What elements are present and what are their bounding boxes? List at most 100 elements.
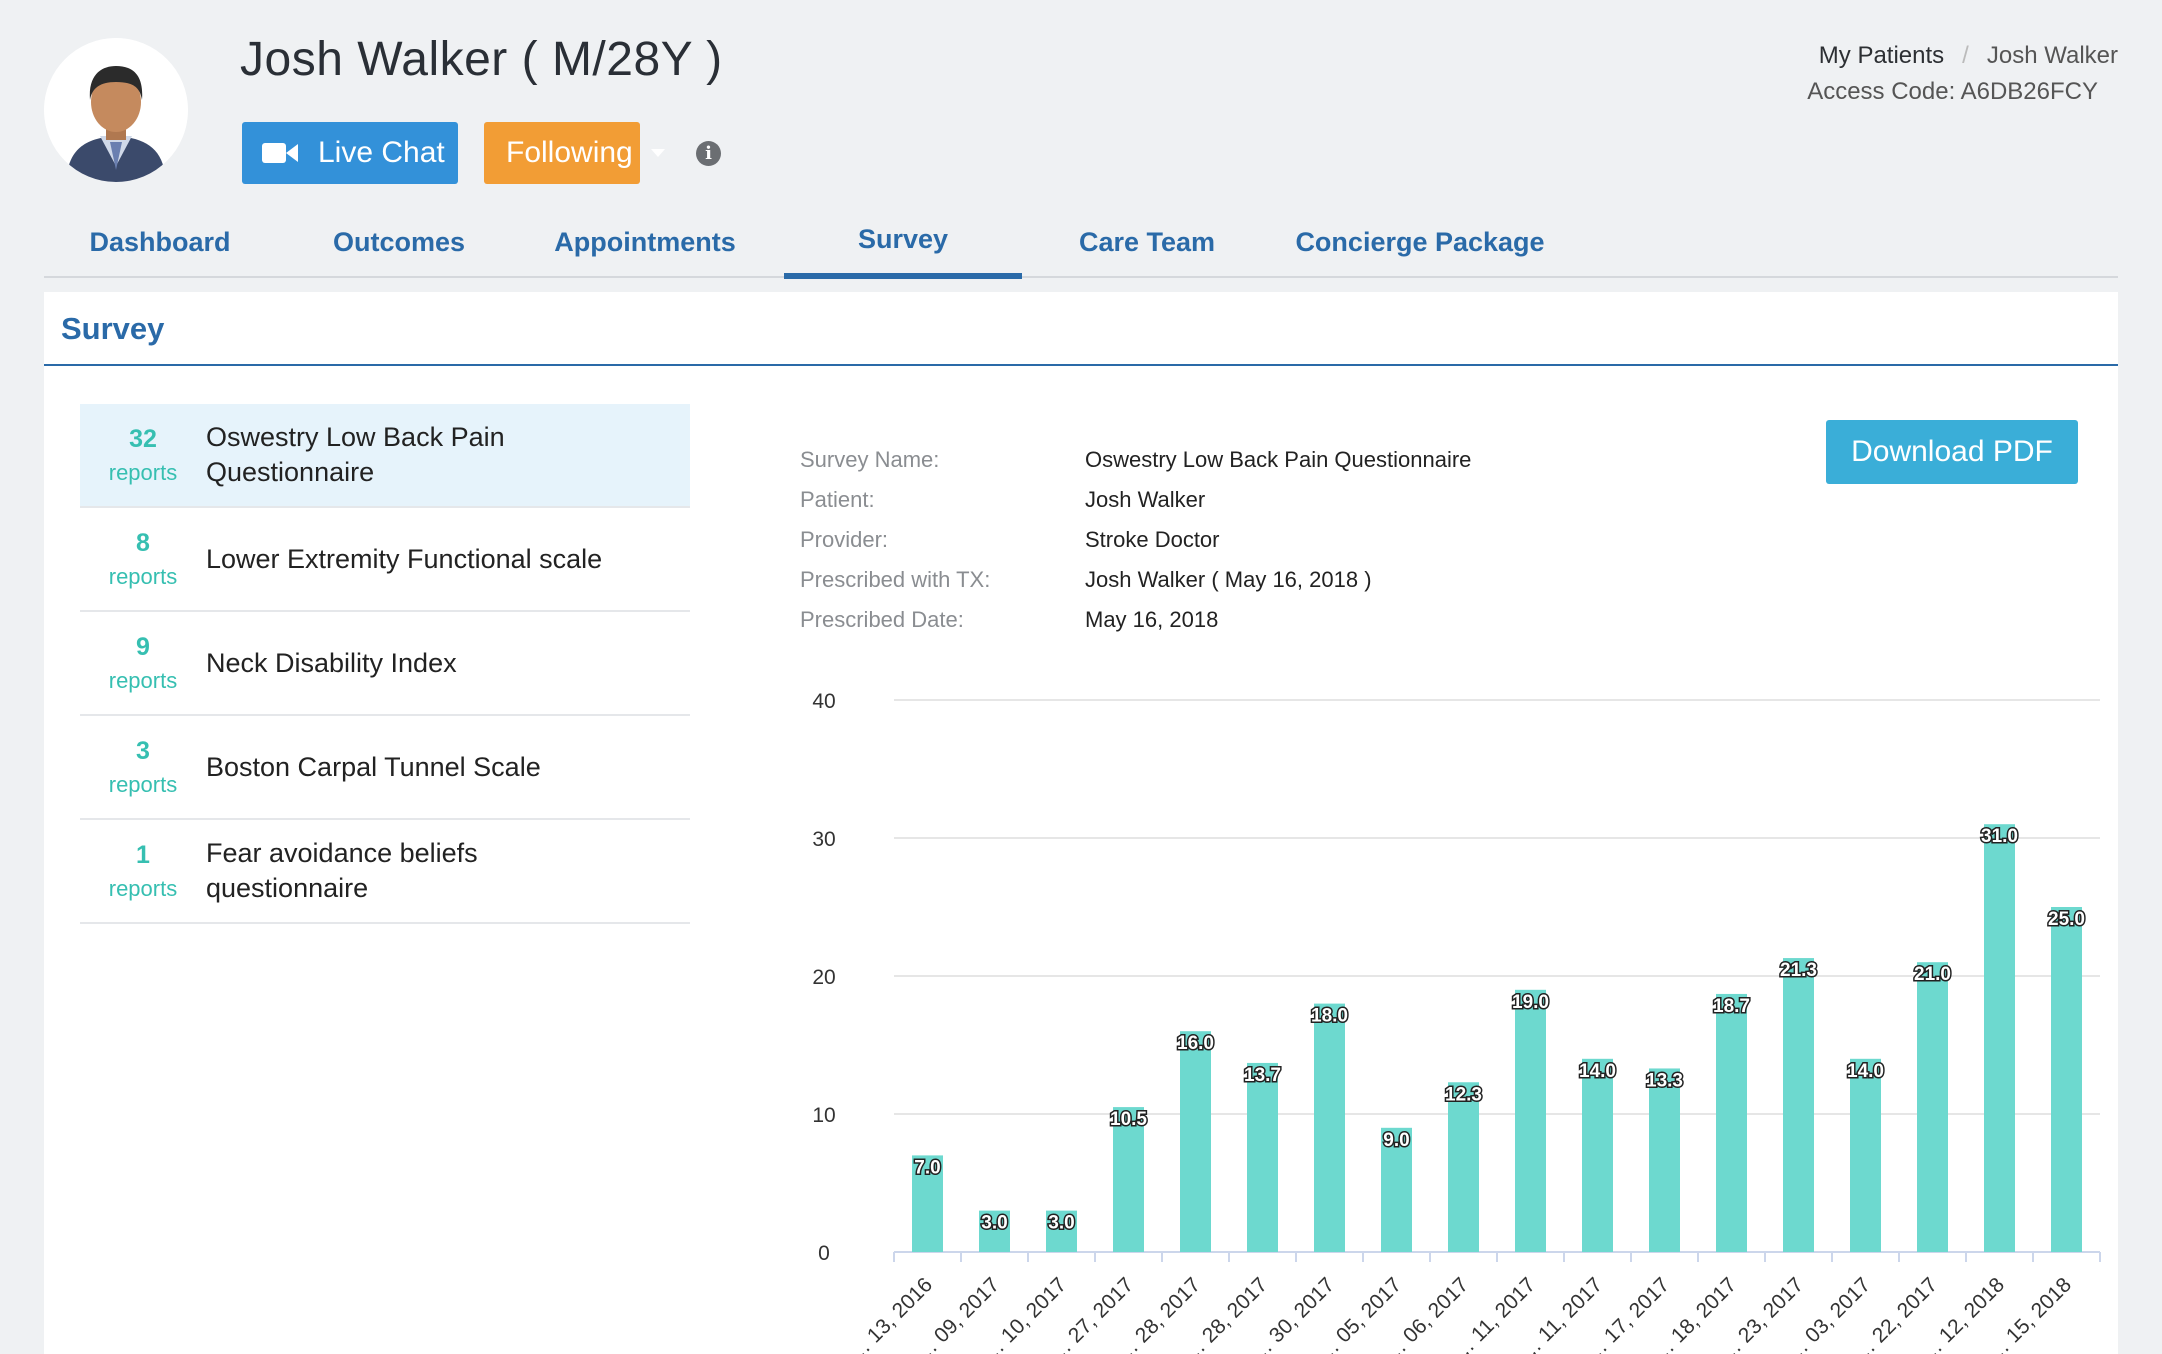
survey-panel: Survey 32 reports Oswestry Low Back Pain… <box>44 292 2118 1354</box>
survey-name: Boston Carpal Tunnel Scale <box>206 751 541 782</box>
report-count: 3 reports <box>80 737 206 798</box>
report-count-number: 9 <box>136 632 150 661</box>
report-count: 1 reports <box>80 841 206 902</box>
survey-details: Survey Name: Oswestry Low Back Pain Quest… <box>800 440 1471 640</box>
report-count-number: 3 <box>136 736 150 765</box>
data-label: 12.3 <box>1445 1084 1482 1105</box>
prescribed-date-value: May 16, 2018 <box>1085 607 1219 632</box>
data-label: 7.0 <box>914 1157 940 1178</box>
y-tick-label: 40 <box>812 690 835 713</box>
tab-concierge-package[interactable]: Concierge Package <box>1295 226 1545 257</box>
bar <box>1515 989 1546 1252</box>
survey-name-value: Oswestry Low Back Pain Questionnaire <box>1085 447 1472 472</box>
prescribed-tx-label: Prescribed with TX: <box>800 567 991 592</box>
survey-list-item[interactable]: 9 reports Neck Disability Index <box>80 612 690 716</box>
info-icon[interactable]: i <box>696 141 721 166</box>
y-tick-label: 30 <box>812 828 835 851</box>
survey-name-label: Survey Name: <box>800 447 940 472</box>
user-avatar-icon <box>44 38 188 182</box>
data-label: 14.0 <box>1579 1061 1616 1082</box>
report-count: 9 reports <box>80 633 206 694</box>
breadcrumb-current: Josh Walker <box>1986 42 2118 69</box>
breadcrumb-separator: / <box>1962 42 1969 69</box>
survey-list-item[interactable]: 3 reports Boston Carpal Tunnel Scale <box>80 716 690 820</box>
video-camera-icon <box>262 143 298 163</box>
tab-dashboard[interactable]: Dashboard <box>89 226 231 257</box>
patient-label: Patient: <box>800 487 875 512</box>
bar <box>1247 1062 1278 1252</box>
data-label: 31.0 <box>1981 826 2018 847</box>
survey-list-item[interactable]: 32 reports Oswestry Low Back Pain Questi… <box>80 404 690 508</box>
bar <box>1649 1068 1680 1252</box>
survey-name: Neck Disability Index <box>206 647 457 678</box>
data-label: 21.0 <box>1914 964 1951 985</box>
data-label: 14.0 <box>1847 1061 1884 1082</box>
bar <box>1850 1058 1881 1252</box>
data-label: 19.0 <box>1512 992 1549 1013</box>
tab-survey[interactable]: Survey <box>784 206 1022 279</box>
y-tick-label: 20 <box>812 966 835 989</box>
caret-down-icon <box>650 149 665 157</box>
report-count-label: reports <box>108 667 178 693</box>
tab-appointments[interactable]: Appointments <box>554 226 736 257</box>
data-label: 18.0 <box>1311 1006 1348 1027</box>
report-count-number: 8 <box>136 528 150 557</box>
tab-bar: Dashboard Outcomes Appointments Survey C… <box>44 206 2118 279</box>
data-label: 25.0 <box>2048 909 2085 930</box>
report-count-number: 32 <box>129 424 157 453</box>
report-count-label: reports <box>108 459 178 485</box>
following-label: Following <box>506 136 633 169</box>
breadcrumb: My Patients / Josh Walker <box>1819 42 2118 70</box>
data-label: 9.0 <box>1383 1130 1409 1151</box>
tab-care-team[interactable]: Care Team <box>1078 226 1216 257</box>
prescribed-tx-value: Josh Walker ( May 16, 2018 ) <box>1085 567 1372 592</box>
patient-value: Josh Walker <box>1085 487 1206 512</box>
y-tick-label: 10 <box>812 1104 835 1127</box>
bar <box>1448 1082 1479 1252</box>
download-pdf-button[interactable]: Download PDF <box>1826 420 2078 484</box>
report-count-label: reports <box>108 771 178 797</box>
tab-outcomes[interactable]: Outcomes <box>332 226 466 257</box>
bar <box>979 1210 1010 1252</box>
bar <box>1180 1031 1211 1252</box>
survey-list-item[interactable]: 8 reports Lower Extremity Functional sca… <box>80 508 690 612</box>
bar <box>1046 1210 1077 1252</box>
survey-name: Oswestry Low Back Pain Questionnaire <box>206 422 505 487</box>
data-label: 18.7 <box>1713 996 1750 1017</box>
y-tick-label: 0 <box>818 1242 830 1265</box>
survey-list-item[interactable]: 1 reports Fear avoidance beliefs questio… <box>80 820 690 924</box>
bar <box>1113 1107 1144 1252</box>
patient-title: Josh Walker ( M/28Y ) <box>240 33 723 86</box>
provider-label: Provider: <box>800 527 889 552</box>
data-label: 10.5 <box>1110 1109 1147 1130</box>
report-count-label: reports <box>108 563 178 589</box>
breadcrumb-my-patients[interactable]: My Patients <box>1818 42 1945 69</box>
data-label: 21.3 <box>1780 960 1817 981</box>
provider-value: Stroke Doctor <box>1085 527 1220 552</box>
access-code: Access Code: A6DB26FCY <box>1807 78 2098 105</box>
data-label: 16.0 <box>1177 1033 1214 1054</box>
report-count: 32 reports <box>80 425 206 486</box>
report-count-number: 1 <box>136 840 150 869</box>
data-label: 13.7 <box>1244 1065 1281 1086</box>
live-chat-button[interactable]: Live Chat <box>242 122 458 184</box>
bar <box>1716 993 1747 1252</box>
bar <box>1984 824 2015 1252</box>
report-count: 8 reports <box>80 529 206 590</box>
report-count-label: reports <box>108 875 178 901</box>
data-label: 3.0 <box>981 1213 1007 1234</box>
survey-name: Fear avoidance beliefs questionnaire <box>206 838 478 903</box>
survey-name: Lower Extremity Functional scale <box>206 543 603 574</box>
bar <box>1783 958 1814 1252</box>
bar <box>1314 1003 1345 1252</box>
bar <box>912 1155 943 1252</box>
data-label: 13.3 <box>1646 1070 1683 1091</box>
bar <box>2051 907 2082 1252</box>
data-label: 3.0 <box>1048 1213 1074 1234</box>
live-chat-label: Live Chat <box>318 136 445 169</box>
bar <box>1381 1127 1412 1252</box>
following-dropdown-button[interactable]: Following <box>484 122 665 184</box>
panel-title: Survey <box>44 292 2118 366</box>
avatar <box>44 38 188 182</box>
